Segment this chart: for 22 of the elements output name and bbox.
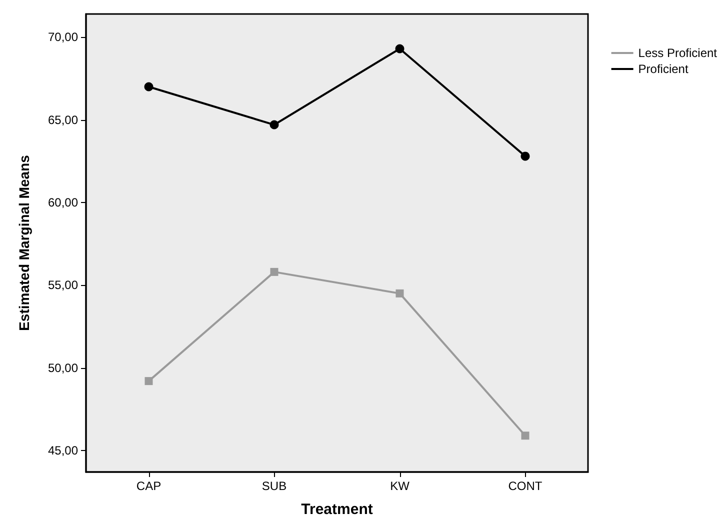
x-axis-title: Treatment [301,501,373,518]
point [396,289,404,298]
y-tick-label: 55,00 [48,278,78,292]
point [521,432,530,440]
y-tick-label: 50,00 [48,360,78,375]
x-tick-label: CAP [136,479,162,493]
y-axis-title: Estimated Marginal Means [16,154,32,331]
point [270,268,278,276]
legend-label: Less Proficient [638,46,718,60]
y-tick-label: 60,00 [48,195,78,210]
point [270,120,279,130]
point [395,44,404,54]
point [144,82,154,92]
legend-label: Proficient [638,62,689,76]
y-tick-label: 65,00 [48,112,78,127]
y-tick-label: 70,00 [48,30,78,44]
x-tick-label: KW [390,479,410,493]
point [144,377,153,386]
y-tick-label: 45,00 [48,444,78,458]
point [520,152,530,161]
x-tick-label: CONT [508,479,543,493]
x-tick-label: SUB [262,479,287,493]
